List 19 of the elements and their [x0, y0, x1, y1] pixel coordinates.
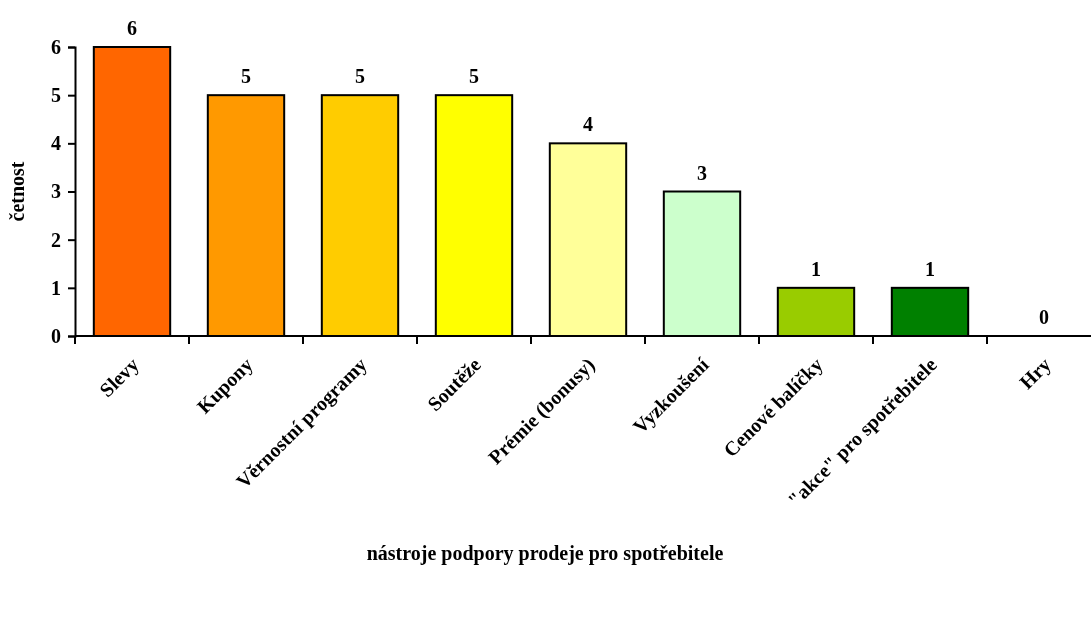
x-tick-label: Hry	[1014, 353, 1056, 394]
y-tick-label: 2	[51, 228, 61, 251]
data-label: 1	[811, 257, 821, 280]
y-axis-title: četnost	[6, 161, 28, 222]
y-tick-label: 0	[51, 324, 61, 347]
data-label: 5	[355, 65, 365, 88]
y-tick-label: 5	[51, 84, 61, 107]
data-label: 5	[469, 65, 479, 88]
data-label: 1	[925, 257, 935, 280]
data-label: 5	[241, 65, 251, 88]
data-label: 3	[697, 161, 707, 184]
data-label: 0	[1039, 306, 1049, 328]
y-tick-label: 4	[51, 132, 61, 155]
data-label: 4	[583, 113, 593, 136]
x-axis-title: nástroje podpory prodeje pro spotřebitele	[366, 542, 724, 565]
data-label: 6	[127, 17, 137, 39]
y-tick-label: 6	[51, 35, 61, 58]
y-tick-label: 1	[51, 276, 61, 299]
y-tick-label: 3	[51, 180, 61, 203]
